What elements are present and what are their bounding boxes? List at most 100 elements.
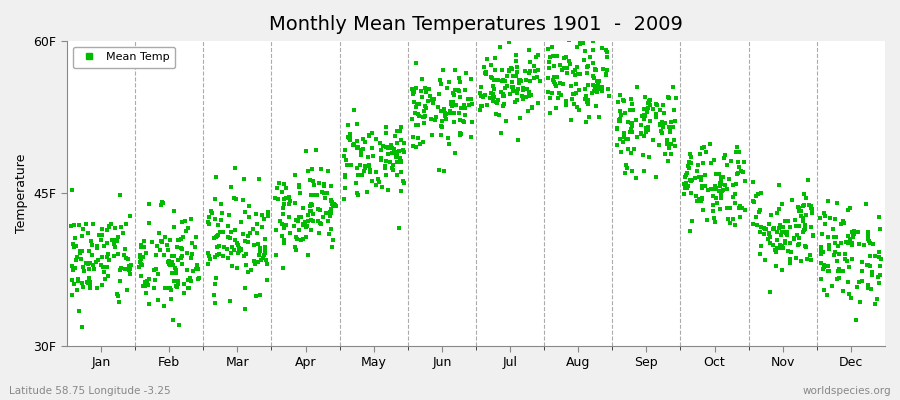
Point [112,192,127,198]
Point [861,285,876,291]
Point [512,77,526,84]
Point [288,243,302,250]
Point [816,287,831,293]
Point [564,96,579,102]
Point [845,234,859,240]
Point [189,266,203,272]
Point [215,229,230,236]
Point [732,164,746,170]
Point [320,210,334,216]
Point [212,229,227,235]
Point [69,256,84,263]
Point [300,223,314,229]
Point [79,220,94,227]
Point [192,275,206,282]
Point [259,256,274,263]
Point [580,70,594,76]
Point [646,106,661,112]
Point [154,199,168,205]
Point [545,53,560,59]
Point [230,240,244,246]
Point [122,266,137,272]
Point [731,158,745,165]
Point [438,110,453,117]
Point [83,285,97,291]
Point [77,268,92,274]
Point [357,164,372,171]
Point [299,148,313,155]
Point [696,160,710,166]
Point [407,89,421,95]
Point [181,277,195,284]
Point [799,212,814,218]
Point [175,246,189,252]
Point [434,122,448,129]
Point [550,74,564,80]
Point [638,112,652,119]
Point [118,245,132,252]
Point [446,118,461,125]
Point [394,158,409,165]
Point [475,103,490,109]
Point [374,184,389,190]
Point [317,181,331,187]
Point [580,63,595,69]
Point [781,218,796,224]
Point [588,66,602,72]
Point [190,262,204,268]
Point [749,214,763,220]
Point [610,126,625,132]
Point [424,116,438,122]
Point [227,195,241,201]
Point [151,270,166,277]
Point [277,224,292,231]
Point [81,260,95,267]
Point [792,235,806,242]
Point [84,238,98,244]
Point [775,267,789,273]
Point [304,201,319,207]
Point [547,74,562,80]
Point [634,131,649,137]
Point [321,230,336,237]
Point [720,186,734,192]
Point [434,107,448,114]
Point [497,101,511,107]
Point [487,94,501,100]
Point [826,226,841,233]
Point [253,257,267,263]
Point [592,114,607,121]
Point [249,230,264,237]
Point [831,243,845,249]
Point [653,107,668,114]
Point [65,263,79,269]
Point [393,136,408,143]
Point [543,110,557,116]
Point [303,217,318,224]
Point [75,247,89,254]
Point [714,192,728,199]
Point [750,221,764,228]
Point [696,207,710,213]
Point [531,100,545,106]
Point [388,133,402,139]
Point [238,262,253,268]
Point [580,96,595,103]
Point [65,292,79,298]
Point [509,64,524,70]
Point [842,239,856,246]
Point [775,229,789,236]
Point [442,78,456,85]
Point [151,296,166,303]
Point [786,197,800,204]
Point [94,262,108,268]
Point [397,140,411,146]
Point [120,287,134,294]
Point [83,280,97,287]
Point [682,164,697,171]
Point [698,182,712,189]
Point [559,54,573,60]
Point [114,224,129,230]
Point [798,195,813,202]
Point [506,87,520,93]
